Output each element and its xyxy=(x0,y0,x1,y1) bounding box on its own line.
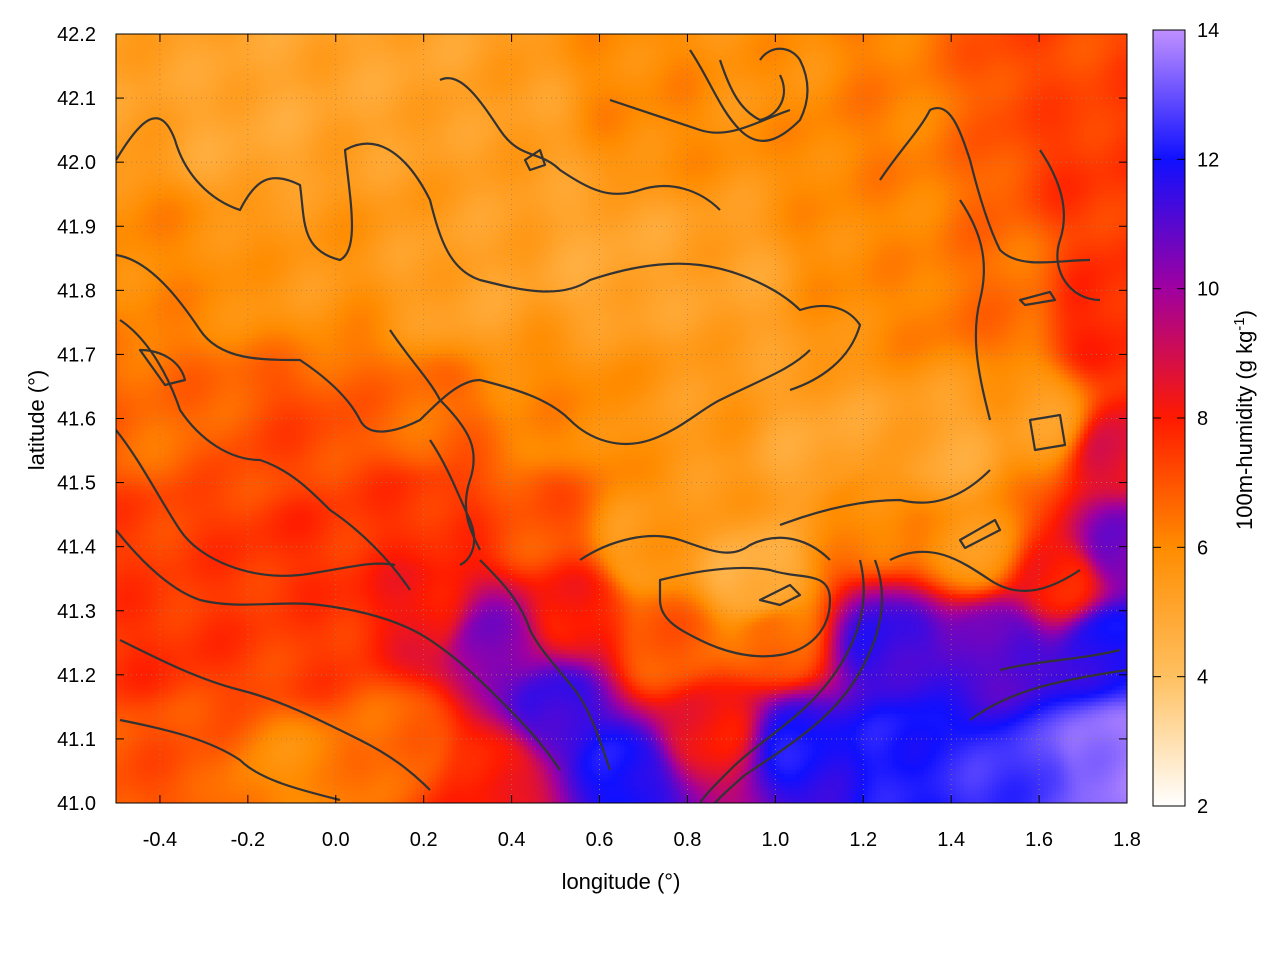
y-tick-label: 42.0 xyxy=(57,152,96,174)
contour-line xyxy=(889,550,1081,592)
colorbar-tick-label: 12 xyxy=(1197,149,1219,171)
contour-line xyxy=(714,559,884,803)
contour-line xyxy=(116,529,561,771)
x-axis: -0.4 -0.2 0.0 0.2 0.4 0.6 0.8 1.0 1.2 1.4 1.6 1.8 xyxy=(143,34,1141,851)
contour-line xyxy=(699,559,865,803)
y-tick-label: 41.9 xyxy=(57,216,96,238)
contour-line xyxy=(718,59,785,122)
y-tick-label: 42.2 xyxy=(57,24,96,46)
contour-line xyxy=(1018,290,1057,307)
contour-line xyxy=(116,117,862,392)
colorbar-ticks: 2 4 6 8 10 12 14 xyxy=(1153,20,1219,818)
contour-line xyxy=(429,439,476,566)
colorbar-tick-label: 10 xyxy=(1197,279,1219,301)
contour-line xyxy=(959,199,992,421)
contour-line xyxy=(999,648,1121,672)
y-tick-label: 41.7 xyxy=(57,344,96,366)
contour-line xyxy=(689,47,809,142)
colorbar: 2 4 6 8 10 12 14 100m-humidity (g kg-1) xyxy=(1152,20,1257,818)
contour-line xyxy=(138,348,187,387)
contour-line xyxy=(119,319,411,591)
y-tick-label: 41.4 xyxy=(57,537,96,559)
y-tick-label: 41.6 xyxy=(57,409,96,431)
contour-line xyxy=(969,668,1127,721)
y-axis: 41.0 41.1 41.2 41.3 41.4 41.5 41.6 41.7 41.8 41.9… xyxy=(57,24,1127,815)
contour-line xyxy=(119,639,431,791)
contour-line xyxy=(479,559,612,771)
x-tick-label: 0.8 xyxy=(674,829,702,851)
colorbar-tick-label: 6 xyxy=(1197,537,1208,559)
contour-line xyxy=(523,148,547,172)
y-tick-label: 41.0 xyxy=(57,793,96,815)
contour-line xyxy=(579,534,831,561)
contour-line xyxy=(758,583,802,607)
colorbar-label: 100m-humidity (g kg-1) xyxy=(1231,310,1257,530)
x-tick-label: 1.6 xyxy=(1025,829,1053,851)
y-tick-label: 41.1 xyxy=(57,729,96,751)
x-tick-label: 1.8 xyxy=(1113,829,1141,851)
contour-line xyxy=(658,566,832,658)
x-tick-label: 0.4 xyxy=(498,829,526,851)
y-tick-label: 42.1 xyxy=(57,88,96,110)
contour-line xyxy=(119,718,341,802)
y-tick-label: 41.3 xyxy=(57,601,96,623)
y-tick-label: 41.2 xyxy=(57,665,96,687)
x-tick-label: 1.4 xyxy=(937,829,965,851)
contour-line xyxy=(609,98,791,134)
contour-line xyxy=(879,107,1091,264)
colorbar-tick-label: 8 xyxy=(1197,408,1208,430)
x-tick-label: 1.2 xyxy=(849,829,877,851)
contour-line xyxy=(116,429,396,577)
contour-line xyxy=(1039,149,1101,302)
x-tick-label: 0.6 xyxy=(586,829,614,851)
x-tick-label: -0.4 xyxy=(143,829,177,851)
x-tick-label: -0.2 xyxy=(231,829,265,851)
x-tick-label: 1.0 xyxy=(761,829,789,851)
y-tick-label: 41.8 xyxy=(57,280,96,302)
colorbar-tick-label: 2 xyxy=(1197,796,1208,818)
y-tick-label: 41.5 xyxy=(57,473,96,495)
y-axis-label: latitude (°) xyxy=(24,370,49,471)
contour-line xyxy=(439,77,721,211)
contour-line xyxy=(779,469,991,527)
colorbar-tick-label: 4 xyxy=(1197,667,1208,689)
x-axis-label: longitude (°) xyxy=(562,869,681,894)
contour-line xyxy=(1028,413,1067,452)
contour-line xyxy=(116,253,811,445)
contour-line xyxy=(958,518,1002,550)
x-tick-label: 0.0 xyxy=(322,829,350,851)
contour-lines xyxy=(116,47,1127,803)
x-tick-label: 0.2 xyxy=(410,829,438,851)
colorbar-tick-label: 14 xyxy=(1197,20,1219,42)
